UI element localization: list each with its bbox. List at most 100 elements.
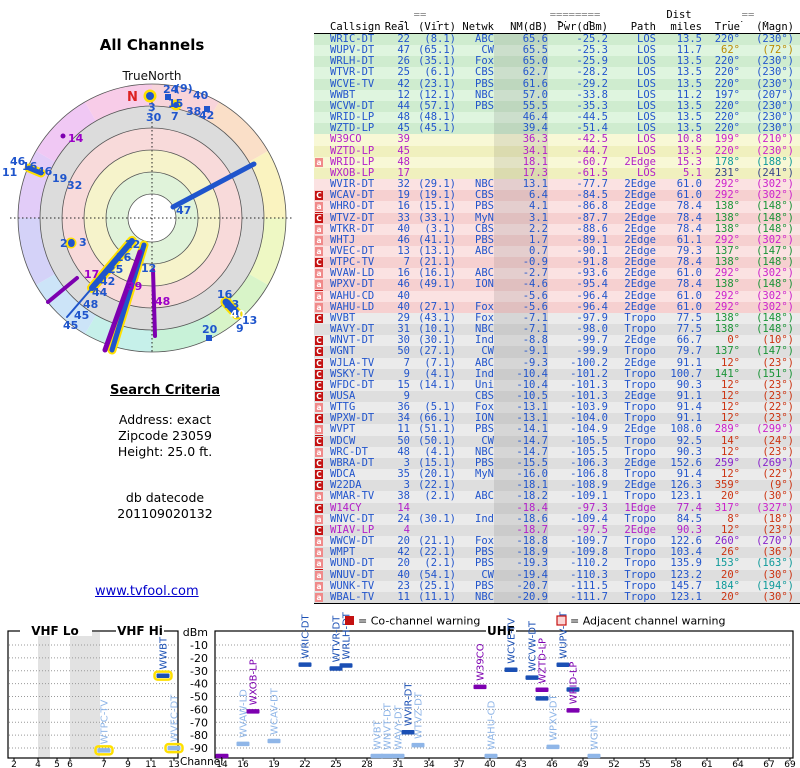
cell-dist: 11.2 <box>676 89 702 101</box>
cell-path: Tropo <box>624 580 656 592</box>
bar-callsign-label: WVIR-DT <box>404 682 415 727</box>
warning-markers: C <box>314 335 330 346</box>
cell-nm: -9.1 <box>494 346 548 358</box>
cell-path: 2Edge <box>624 234 656 246</box>
table-row: aCWWCW-DT 20 (21.1) Fox-18.8 -109.7 Tropo 122.… <box>314 536 800 548</box>
criteria-db-datecode-label: db datecode <box>125 490 205 505</box>
cell-real: 29 <box>397 312 410 324</box>
channel-tick-label: 64 <box>732 760 744 768</box>
panel-border <box>7 630 179 759</box>
cell-path: Tropo <box>624 558 656 570</box>
cell-call: WNUV-DT <box>330 569 375 581</box>
cell-magn: (194°) <box>756 580 794 592</box>
channel-tick-label: 69 <box>784 760 796 768</box>
cell-dist: 123.1 <box>670 591 702 603</box>
cell-virt: (30.1) <box>418 335 456 347</box>
cell-call: WUNK-TV <box>330 580 375 592</box>
bar-callsign-label: WRID-LP <box>569 662 580 705</box>
bar-callsign-label: WPXV-DT <box>549 694 560 741</box>
cell-virt: (20.1) <box>418 469 456 481</box>
cell-nm: 55.5 <box>494 100 548 113</box>
cell-real: 48 <box>397 446 410 458</box>
cell-real: 14 <box>397 502 410 514</box>
cell-call: WZTD-LP <box>330 145 375 157</box>
cell-dist: 61.1 <box>676 234 702 246</box>
cell-true: 12° <box>721 391 740 402</box>
cell-pwr: -108.9 <box>570 480 608 492</box>
cell-magn: (148°) <box>756 312 794 324</box>
radar-channel-label: 44 <box>92 286 108 299</box>
cell-pwr: -106.3 <box>570 457 608 469</box>
cell-dist: 78.4 <box>676 279 702 291</box>
table-row: WXOB-LP 17 17.3 -61.5 LOS 5.1 231° (241°) <box>314 167 800 180</box>
channel-tick-label: 4 <box>35 760 41 768</box>
cell-virt: (43.1) <box>418 312 456 324</box>
signal-bar <box>535 687 549 692</box>
radar-channel-label: 13 <box>242 314 257 327</box>
co-channel-warning-icon: C <box>315 358 323 368</box>
band-label-patch <box>20 622 92 636</box>
cell-net: CBS <box>475 67 494 79</box>
cell-magn: (23°) <box>762 413 794 425</box>
radar-station-dot <box>173 102 179 108</box>
cell-true: 20° <box>721 491 740 503</box>
radar-channel-label: 45 <box>74 309 89 322</box>
radar-station-line <box>151 268 157 338</box>
cell-pwr: -97.9 <box>576 312 608 324</box>
warning-markers: C <box>314 391 330 402</box>
adjacent-channel-warning-icon: a <box>315 537 323 547</box>
cell-path: Tropo <box>624 446 656 458</box>
cell-magn: (148°) <box>756 279 794 291</box>
header-virt: (Virt) <box>418 21 456 33</box>
warning-markers <box>314 134 330 145</box>
cell-dist: 79.7 <box>676 346 702 358</box>
warning-markers: aC <box>314 402 330 414</box>
tvfool-link[interactable]: www.tvfool.com <box>95 584 199 599</box>
warning-markers: C <box>314 480 330 491</box>
warning-markers: aC <box>314 279 330 291</box>
cell-magn: (148°) <box>756 223 794 235</box>
warning-markers <box>314 324 330 335</box>
bar-callsign-label: WZTD-LP <box>538 638 549 684</box>
cell-nm: 62.7 <box>494 67 548 79</box>
bar-callsign-label: WRIC-DT <box>301 613 312 658</box>
cell-path: 2Edge <box>624 179 656 191</box>
cell-real: 47 <box>397 45 410 57</box>
co-channel-legend-icon <box>345 616 354 625</box>
cell-magn: (302°) <box>756 290 794 302</box>
cell-nm: -18.1 <box>494 480 548 492</box>
cell-call: WMAR-TV <box>330 491 375 503</box>
cell-net: MyN <box>475 212 494 224</box>
bar-callsign-label: WVBT <box>373 719 384 750</box>
cell-path: 2Edge <box>624 245 656 257</box>
cell-true: 220° <box>714 67 740 79</box>
cell-nm: -5.6 <box>494 301 548 313</box>
radar-channel-label: 46 <box>37 165 53 178</box>
cell-pwr: -42.5 <box>576 134 608 146</box>
radar-station-dot <box>68 240 74 246</box>
table-row: a WRID-LP 48 18.1 -60.7 2Edge 15.3 178° (188°) <box>314 156 800 168</box>
co-channel-legend-label: = Co-channel warning <box>358 615 480 628</box>
cell-dist: 152.6 <box>670 457 702 469</box>
cell-dist: 61.0 <box>676 290 702 302</box>
cell-net: Uni <box>475 379 494 391</box>
radar-channel-label: 15 <box>168 97 183 110</box>
radar-station-dot <box>60 133 66 139</box>
table-row: WWBT 12 (12.1) NBC 57.0 -33.8 LOS 11.2 197° (207°… <box>314 89 800 101</box>
warning-markers: aC <box>314 424 330 436</box>
cell-magn: (23°) <box>762 391 794 402</box>
radar-station-line <box>46 276 79 304</box>
cell-net: ABC <box>475 491 494 503</box>
cell-path: 2Edge <box>624 357 656 369</box>
table-row: aCWNVC-DT 24 (30.1) Ind-18.6 -109.4 Tropo 84.5… <box>314 513 800 525</box>
bar-callsign-label: WTVR-DT <box>332 615 343 663</box>
cell-pwr: -109.1 <box>570 491 608 503</box>
warning-markers: aC <box>314 224 330 235</box>
signal-bar <box>298 662 312 667</box>
cell-virt: (5.1) <box>424 402 456 414</box>
adjacent-channel-warning-icon: a <box>315 403 323 413</box>
cell-virt <box>410 157 456 168</box>
radar-channel-label: 16 <box>217 288 233 301</box>
cell-call: WNVT-DT <box>330 335 375 347</box>
